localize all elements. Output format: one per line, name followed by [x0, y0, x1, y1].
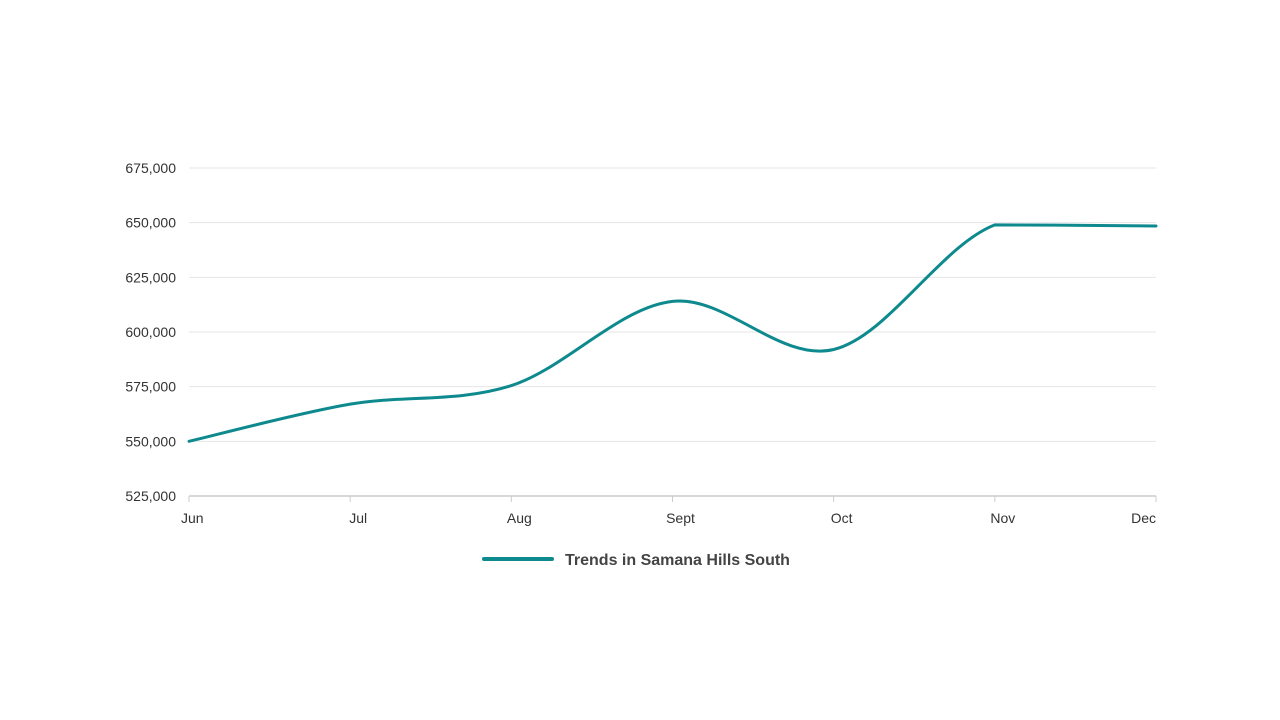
x-tick-label: Dec [1131, 510, 1156, 526]
x-tick-label: Oct [831, 510, 853, 526]
x-tick-label: Jul [349, 510, 367, 526]
y-axis-tick-labels: 525,000 550,000 575,000 600,000 625,000 650,0… [125, 160, 176, 504]
x-axis [188, 495, 1157, 502]
x-tick-label: Nov [990, 510, 1015, 526]
x-axis-tick-labels: Jun Jul Aug Sept Oct Nov Dec [181, 510, 1156, 526]
y-tick-label: 525,000 [125, 488, 176, 504]
legend[interactable]: Trends in Samana Hills South [482, 552, 790, 569]
legend-label[interactable]: Trends in Samana Hills South [565, 552, 790, 569]
x-tick-label: Sept [666, 510, 695, 526]
grid-lines [189, 167, 1156, 442]
y-tick-label: 625,000 [125, 269, 176, 285]
x-tick-label: Aug [507, 510, 532, 526]
y-tick-label: 575,000 [125, 379, 176, 395]
x-tick-label: Jun [181, 510, 204, 526]
y-tick-label: 600,000 [125, 324, 176, 340]
y-tick-label: 675,000 [125, 160, 176, 176]
series-line-0[interactable] [187, 223, 1158, 443]
y-tick-label: 550,000 [125, 433, 176, 449]
y-tick-label: 650,000 [125, 215, 176, 231]
series-layer [187, 223, 1158, 443]
